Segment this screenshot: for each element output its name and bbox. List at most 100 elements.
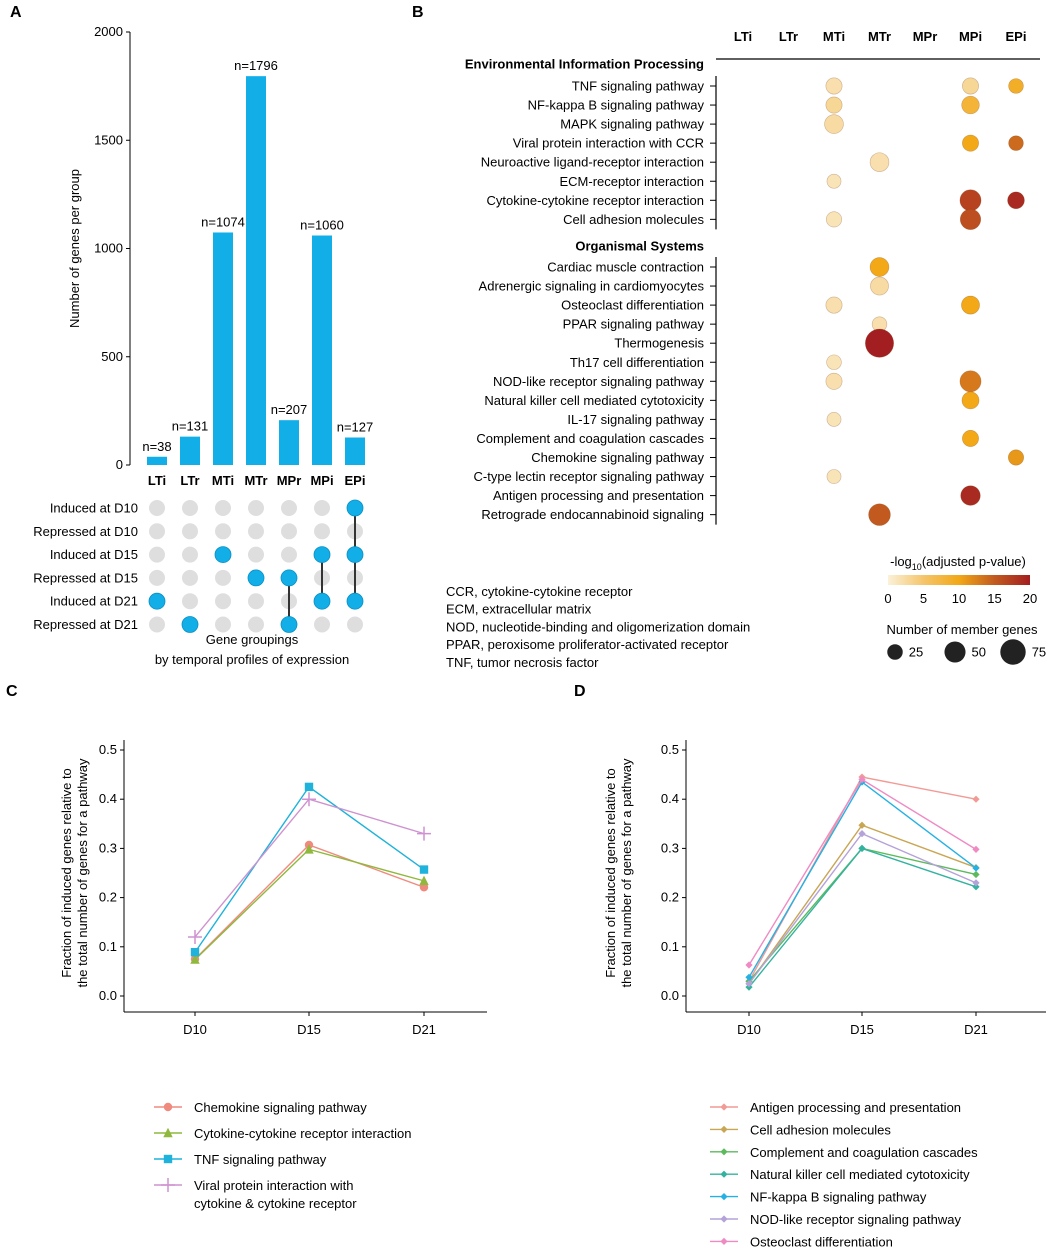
pathway-label: NF-kappa B signaling pathway	[528, 98, 705, 113]
size-legend-label: 50	[972, 645, 986, 660]
size-legend-label: 75	[1032, 645, 1046, 660]
matrix-dot-empty	[149, 616, 165, 633]
matrix-row-label: Induced at D10	[50, 501, 138, 516]
data-point	[190, 948, 200, 957]
series-line	[194, 848, 425, 961]
matrix-dot-empty	[149, 523, 165, 540]
enrichment-dot	[869, 257, 890, 277]
legend-label: Natural killer cell mediated cytotoxicit…	[750, 1167, 970, 1182]
column-label: LTr	[779, 29, 798, 44]
color-legend-tick-label: 20	[1023, 591, 1037, 606]
pathway-label: Cytokine-cytokine receptor interaction	[487, 193, 705, 208]
enrichment-dot	[869, 152, 890, 172]
enrichment-dot	[826, 469, 842, 484]
legend-marker	[720, 1148, 728, 1156]
matrix-dot-empty	[149, 500, 165, 516]
enrichment-dot	[825, 372, 843, 390]
data-point	[188, 929, 202, 944]
data-point	[972, 883, 980, 891]
legend-label: Antigen processing and presentation	[750, 1100, 961, 1115]
color-legend-bar	[888, 575, 1030, 585]
legend-label: NOD-like receptor signaling pathway	[750, 1212, 961, 1227]
enrichment-dot	[961, 295, 980, 315]
y-tick-label: 0	[116, 457, 123, 472]
bar-MTr	[246, 76, 266, 465]
data-point	[417, 826, 431, 841]
enrichment-dot	[825, 96, 843, 114]
data-point	[745, 961, 753, 969]
matrix-dot-empty	[149, 546, 165, 563]
matrix-dot-filled	[247, 569, 265, 587]
enrichment-dot	[1008, 78, 1024, 94]
enrichment-dot	[961, 95, 980, 115]
matrix-dot-empty	[314, 616, 330, 633]
matrix-row-label: Repressed at D10	[33, 524, 138, 539]
matrix-row-label: Repressed at D21	[33, 617, 138, 632]
panel-letter-a: A	[10, 4, 22, 21]
matrix-dot-empty	[215, 500, 231, 516]
matrix-dot-empty	[215, 523, 231, 540]
panel-b: B LTi LTr MTi MTr MPr MPi EPi Environmental Info…	[412, 4, 1046, 670]
column-label: MPr	[913, 29, 938, 44]
y-tick-label: 1500	[94, 132, 123, 147]
legend-label: Complement and coagulation cascades	[750, 1145, 978, 1160]
legend-label: NF-kappa B signaling pathway	[750, 1190, 927, 1205]
pathway-label: Viral protein interaction with CCR	[513, 136, 704, 151]
enrichment-dot	[1007, 191, 1025, 210]
y-tick-label: 0.2	[661, 890, 679, 905]
enrichment-dot	[865, 328, 894, 358]
series-line	[194, 785, 425, 953]
matrix-dot-empty	[182, 546, 198, 563]
data-point	[419, 865, 429, 874]
data-point	[745, 980, 753, 988]
legend-label: Viral protein interaction with	[194, 1178, 353, 1193]
enrichment-dot	[825, 77, 843, 95]
y-tick-label: 0.1	[99, 939, 117, 954]
color-legend-tick-label: 5	[920, 591, 927, 606]
enrichment-dot	[962, 430, 979, 447]
x-tick-label: MPr	[277, 473, 302, 488]
x-tick-label: MTr	[244, 473, 267, 488]
enrichment-dot	[959, 370, 982, 393]
matrix-dot-filled	[280, 569, 298, 587]
section-title: Environmental Information Processing	[465, 57, 704, 72]
y-tick-label: 0.3	[99, 840, 117, 855]
matrix-dot-filled	[280, 616, 298, 633]
data-point	[858, 830, 866, 838]
legend-label: cytokine & cytokine receptor	[194, 1196, 357, 1211]
enrichment-dot	[962, 134, 979, 152]
y-tick-label: 500	[101, 349, 123, 364]
matrix-dot-filled	[346, 499, 364, 517]
pathway-label: Chemokine signaling pathway	[531, 450, 704, 465]
y-axis-title-line1: Fraction of induced genes relative to	[603, 768, 618, 978]
pathway-label: Osteoclast differentiation	[561, 298, 704, 313]
matrix-dot-empty	[314, 523, 330, 540]
panel-letter-c: C	[6, 683, 18, 700]
abbreviation-text: CCR, cytokine-cytokine receptor	[446, 584, 633, 599]
bar-data-label: n=1074	[201, 214, 245, 229]
x-tick-label: MPi	[310, 473, 333, 488]
y-tick-label: 0.5	[661, 742, 679, 757]
legend-marker	[720, 1193, 728, 1201]
pathway-label: Th17 cell differentiation	[570, 355, 704, 370]
pathway-label: Natural killer cell mediated cytotoxicit…	[484, 393, 704, 408]
matrix-dot-empty	[248, 500, 264, 516]
matrix-dot-empty	[182, 500, 198, 516]
y-axis-title: Number of genes per group	[67, 169, 82, 328]
y-axis-title-line1: Fraction of induced genes relative to	[59, 768, 74, 978]
matrix-dot-empty	[215, 569, 231, 586]
pathway-label: Thermogenesis	[614, 336, 704, 351]
data-point	[419, 875, 429, 886]
bar-MTi	[213, 232, 233, 465]
color-legend-tick-label: 15	[987, 591, 1001, 606]
enrichment-dot	[960, 485, 981, 506]
pathway-label: ECM-receptor interaction	[560, 174, 705, 189]
color-legend-title: -log10(adjusted p-value)	[890, 554, 1026, 572]
bar-data-label: n=38	[142, 439, 171, 454]
enrichment-dot	[870, 276, 889, 296]
enrichment-dot	[826, 412, 842, 427]
matrix-dot-empty	[248, 546, 264, 563]
y-tick-label: 0.3	[661, 840, 679, 855]
enrichment-dot	[824, 114, 844, 134]
color-legend-title-prefix: -log	[890, 554, 912, 569]
